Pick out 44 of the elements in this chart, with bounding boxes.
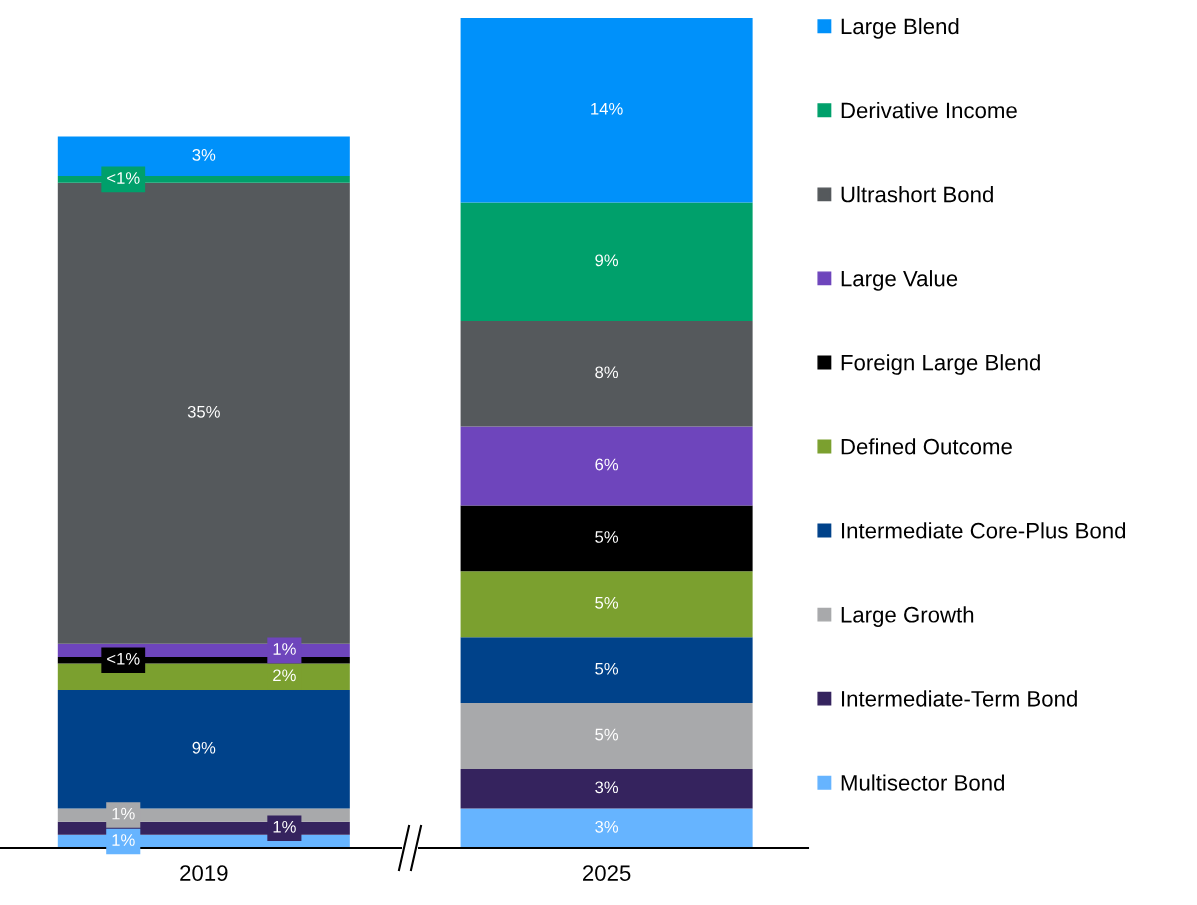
data-label: 3%	[595, 781, 619, 794]
x-tick-label: 2019	[180, 865, 228, 881]
legend-label: Ultrashort Bond	[841, 186, 993, 203]
legend-label: Foreign Large Blend	[841, 354, 1040, 375]
x-tick-label: 2025	[583, 865, 631, 881]
bar	[460, 571, 753, 638]
data-label: 9%	[595, 254, 619, 267]
data-label: 1%	[112, 807, 135, 820]
bar	[460, 321, 753, 427]
data-label: 1%	[273, 643, 296, 655]
data-label: <1%	[107, 653, 140, 665]
data-label: 3%	[192, 149, 216, 161]
data-label: 9%	[192, 741, 216, 754]
bar	[460, 202, 753, 322]
data-label: <1%	[107, 172, 140, 184]
bar	[460, 426, 753, 506]
data-label: 6%	[595, 458, 619, 471]
data-label: 5%	[595, 531, 619, 543]
legend-label: Multisector Bond	[841, 774, 1005, 791]
bar	[460, 637, 753, 704]
data-label: 2%	[273, 669, 296, 682]
bar	[57, 182, 350, 644]
legend-label: Large Value	[841, 270, 958, 291]
legend-label: Large Growth	[841, 606, 974, 627]
legend-label: Intermediate-Term Bond	[841, 690, 1077, 707]
legend-label: Derivative Income	[841, 101, 1017, 119]
data-label: 5%	[595, 662, 619, 675]
legend-label: Large Blend	[841, 17, 959, 39]
bar	[460, 18, 753, 203]
data-label: 5%	[595, 728, 619, 741]
data-label: 14%	[591, 102, 623, 115]
legend-label: Intermediate Core-Plus Bond	[841, 522, 1126, 539]
bar	[460, 703, 753, 769]
data-label: 35%	[187, 405, 220, 418]
data-label: 8%	[595, 366, 619, 379]
data-label: 1%	[112, 834, 135, 846]
data-label: 3%	[595, 820, 619, 833]
bar	[460, 768, 753, 809]
bar	[460, 505, 753, 572]
bar	[57, 689, 350, 809]
legend-label: Defined Outcome	[841, 438, 1012, 455]
bar	[460, 808, 753, 848]
data-label: 1%	[273, 820, 296, 833]
data-label: 5%	[595, 597, 619, 609]
